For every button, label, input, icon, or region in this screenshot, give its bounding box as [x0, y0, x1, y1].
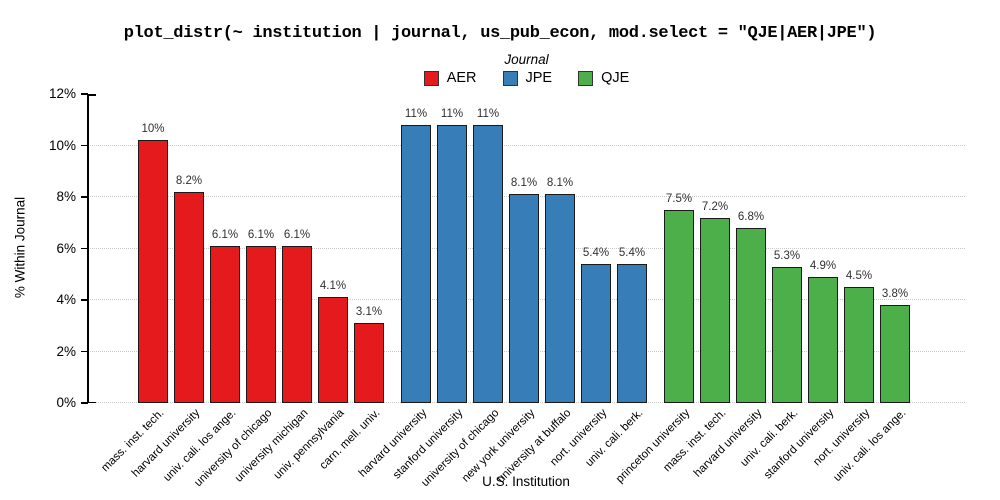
bar-jpe-3 [473, 124, 503, 403]
legend-entries: AER JPE QJE [88, 70, 965, 86]
y-tick-label: 0% [56, 395, 76, 410]
bar-value-label: 8.2% [175, 174, 203, 187]
bar-value-label: 3.1% [355, 306, 383, 319]
y-tick-label: 2% [56, 343, 76, 359]
bar-value-label: 11% [440, 107, 464, 120]
y-tick-label: 8% [56, 189, 76, 204]
bar-qje-6 [844, 287, 874, 403]
bar-aer-5 [282, 245, 312, 403]
bar-qje-1 [664, 209, 694, 403]
bar-value-label: 4.1% [319, 280, 347, 293]
y-tick-label: 10% [48, 137, 76, 153]
y-tick-mark [81, 247, 88, 250]
bar-jpe-6 [581, 263, 611, 403]
legend-title: Journal [504, 52, 549, 67]
y-axis-cap [88, 94, 96, 96]
bar-value-label: 5.4% [618, 246, 646, 259]
bar-jpe-7 [617, 263, 647, 403]
bar-value-label: 6.1% [283, 228, 311, 241]
bar-value-label: 6.1% [211, 228, 239, 241]
y-tick-mark [81, 196, 88, 198]
bar-value-label: 4.5% [845, 270, 873, 283]
bar-value-label: 8.1% [510, 177, 538, 190]
y-tick-label: 4% [56, 292, 76, 307]
x-axis-title: U.S. Institution [482, 474, 570, 489]
y-tick-mark [81, 350, 88, 353]
bar-jpe-5 [545, 194, 575, 403]
bar-value-label: 4.9% [809, 259, 837, 272]
bar-aer-2 [174, 191, 204, 403]
bar-value-label: 6.8% [737, 210, 765, 223]
bar-value-label: 3.8% [881, 288, 909, 301]
gridline [88, 144, 965, 146]
bar-aer-1 [138, 140, 168, 403]
legend-label: JPE [525, 70, 553, 86]
bar-value-label: 11% [476, 107, 500, 120]
bar-aer-3 [210, 245, 240, 403]
bar-jpe-4 [509, 194, 539, 403]
legend-item-aer: AER [423, 70, 477, 86]
y-tick-label: 12% [48, 86, 76, 101]
bar-aer-6 [318, 297, 348, 403]
bar-value-label: 7.5% [665, 192, 693, 205]
bar-qje-4 [772, 266, 802, 403]
bar-value-label: 6.1% [247, 228, 275, 241]
bar-value-label: 7.2% [701, 200, 729, 213]
legend-item-qje: QJE [578, 70, 629, 86]
bar-value-label: 8.1% [546, 177, 574, 190]
y-tick-mark [81, 299, 88, 301]
legend-swatch-jpe [502, 70, 518, 86]
bar-aer-4 [246, 245, 276, 403]
legend-item-jpe: JPE [502, 70, 553, 86]
legend: Journal AER JPE QJE [88, 52, 965, 86]
bar-value-label: 10% [141, 123, 165, 136]
bar-aer-7 [354, 323, 384, 403]
bar-qje-7 [880, 305, 910, 403]
bar-jpe-2 [437, 124, 467, 403]
chart-title: plot_distr(~ institution | journal, us_p… [123, 24, 877, 43]
y-axis-cap [88, 401, 96, 403]
bar-value-label: 5.3% [773, 249, 801, 262]
y-tick-mark [81, 93, 88, 95]
bar-qje-2 [700, 217, 730, 403]
y-tick-mark [81, 144, 88, 147]
bar-qje-5 [808, 276, 838, 403]
legend-swatch-aer [423, 70, 439, 86]
bar-jpe-1 [401, 124, 431, 403]
bar-qje-3 [736, 227, 766, 403]
y-tick-mark [81, 402, 88, 404]
legend-swatch-qje [578, 70, 594, 86]
bar-value-label: 5.4% [582, 246, 610, 259]
bar-value-label: 11% [404, 107, 428, 120]
legend-label: AER [446, 70, 477, 86]
y-axis-line [87, 94, 89, 403]
legend-label: QJE [601, 70, 630, 86]
y-tick-label: 6% [56, 240, 76, 256]
